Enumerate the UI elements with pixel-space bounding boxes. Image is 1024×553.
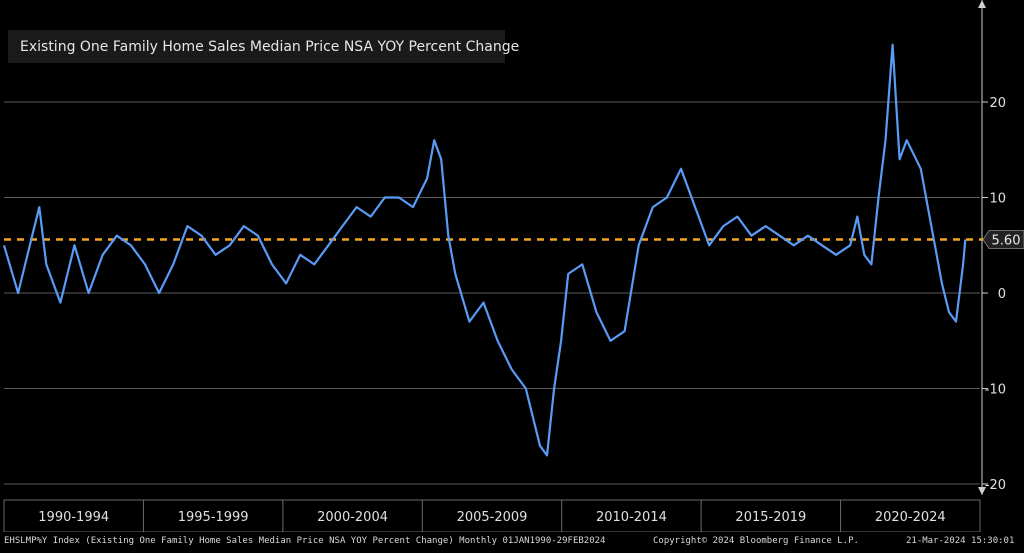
- footer-timestamp: 21-Mar-2024 15:30:01: [906, 536, 1015, 546]
- footer-copyright: Copyright© 2024 Bloomberg Finance L.P.: [653, 536, 859, 546]
- chart-legend: Existing One Family Home Sales Median Pr…: [8, 30, 519, 63]
- y-tick-label: 0: [998, 287, 1006, 302]
- y-axis-arrow-bottom: [978, 487, 986, 495]
- reference-value-label: 5.60: [992, 234, 1021, 249]
- footer-index-info: EHSLMP%Y Index (Existing One Family Home…: [4, 536, 606, 546]
- reference-value-tag: [982, 230, 1024, 249]
- line-chart: 1990-1994 1995-1999 2000-2004 2005-2009 2010…: [2, 0, 1024, 532]
- y-tick-label: -10: [985, 383, 1006, 398]
- category-label: 2020-2024: [875, 510, 946, 525]
- y-tick-label: -20: [985, 478, 1006, 493]
- category-label: 2015-2019: [735, 510, 806, 525]
- category-label: 1990-1994: [38, 510, 109, 525]
- legend-label: Existing One Family Home Sales Median Pr…: [20, 38, 520, 55]
- category-axis: [3, 499, 981, 532]
- series-line: [2, 43, 967, 457]
- chart-footer: EHSLMP%Y Index (Existing One Family Home…: [0, 532, 1024, 553]
- y-tick-label: 20: [989, 96, 1006, 111]
- category-label: 2010-2014: [596, 510, 667, 525]
- y-axis-arrow-top: [978, 0, 986, 8]
- category-label: 2005-2009: [457, 510, 528, 525]
- category-label: 1995-1999: [178, 510, 249, 525]
- category-label: 2000-2004: [317, 510, 388, 525]
- y-tick-label: 10: [989, 192, 1006, 207]
